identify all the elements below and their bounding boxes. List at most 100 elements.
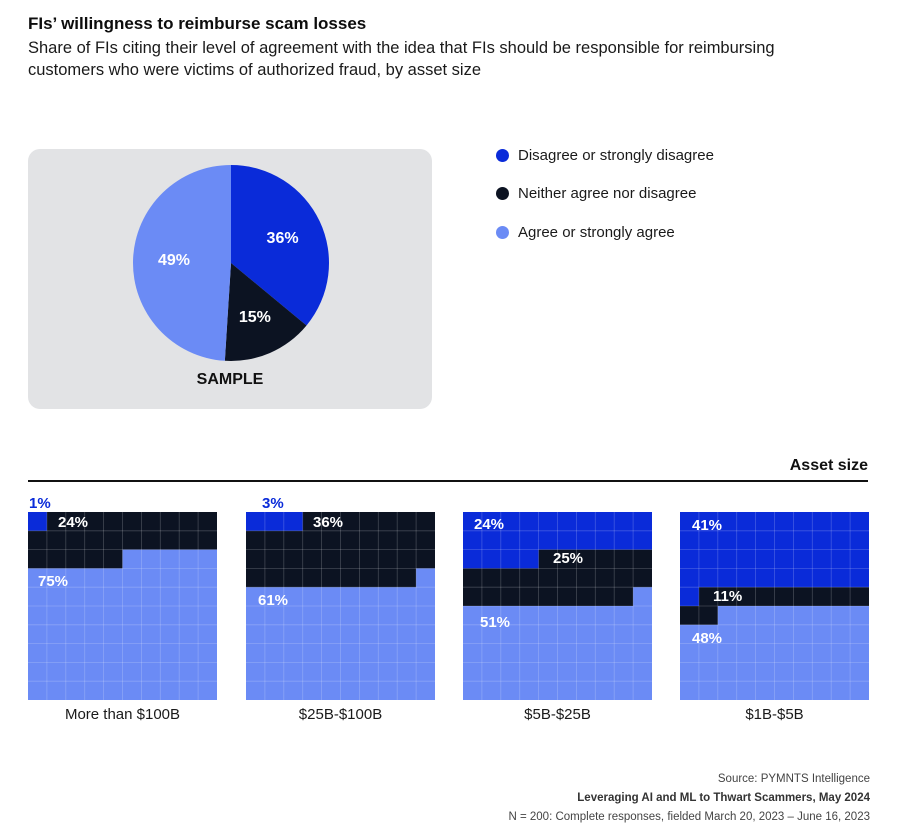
waffle-cell-agree	[65, 587, 86, 607]
waffle-cell-neither	[463, 568, 483, 588]
waffle-cell-agree	[633, 606, 652, 626]
waffle-cell-agree	[122, 643, 142, 663]
waffle-cell-neither	[378, 568, 398, 588]
waffle-cell-agree	[103, 624, 123, 644]
waffle-label-agree: 61%	[258, 592, 289, 609]
waffle-cell-agree	[519, 681, 539, 700]
sample-pie-panel: 36% 15% 49% SAMPLE	[28, 149, 432, 409]
waffle-cell-agree	[264, 662, 285, 682]
waffle-cell-agree	[850, 662, 869, 682]
waffle-cell-agree	[831, 624, 851, 644]
waffle-cell-disagree	[736, 512, 756, 532]
waffle-cell-neither	[397, 530, 417, 550]
waffle-cell-agree	[141, 568, 161, 588]
waffle-cell-agree	[633, 587, 652, 607]
waffle-cell-neither	[397, 512, 417, 532]
waffle-cell-agree	[812, 624, 832, 644]
waffle-cell-agree	[160, 681, 180, 700]
waffle-cell-disagree	[774, 530, 794, 550]
waffle-cell-agree	[717, 606, 738, 626]
waffle-category-label: More than $100B	[64, 706, 181, 723]
waffle-cell-agree	[595, 624, 615, 644]
waffle-cell-neither	[519, 568, 539, 588]
waffle-cell-agree	[736, 606, 756, 626]
waffle-cell-agree	[46, 662, 67, 682]
waffle-cell-agree	[850, 606, 869, 626]
waffle-cell-agree	[378, 606, 398, 626]
waffle-cell-agree	[774, 606, 794, 626]
waffle-cell-agree	[397, 587, 417, 607]
waffle-cell-neither	[321, 512, 341, 532]
waffle-cell-neither	[500, 568, 521, 588]
waffle-cell-agree	[302, 587, 322, 607]
waffle-cell-agree	[84, 643, 104, 663]
asset-size-heading: Asset size	[789, 457, 868, 474]
waffle-cell-agree	[264, 606, 285, 626]
waffle-cell-disagree	[717, 512, 738, 532]
waffle-cell-disagree	[793, 512, 813, 532]
waffle-cell-neither	[302, 512, 322, 532]
waffle-cell-agree	[160, 568, 180, 588]
waffle-cell-agree	[812, 662, 832, 682]
waffle-cell-agree	[831, 643, 851, 663]
waffle-cell-agree	[84, 624, 104, 644]
waffle-cell-agree	[519, 624, 539, 644]
waffle-cell-disagree	[831, 549, 851, 569]
waffle-label-neither: 11%	[713, 588, 743, 605]
waffle-cell-neither	[160, 530, 180, 550]
waffle-cell-neither	[831, 587, 851, 607]
waffle-cell-agree	[397, 681, 417, 700]
legend-swatch-disagree	[496, 148, 509, 162]
waffle-cell-neither	[46, 530, 67, 550]
waffle-cell-agree	[378, 681, 398, 700]
waffle-cell-neither	[793, 587, 813, 607]
waffle-cell-agree	[65, 662, 86, 682]
waffle-label-disagree: 3%	[262, 495, 284, 512]
waffle-cell-agree	[812, 606, 832, 626]
waffle-cell-agree	[160, 624, 180, 644]
waffle-cell-agree	[500, 681, 521, 700]
waffle-cell-agree	[46, 568, 67, 588]
waffle-cell-agree	[179, 587, 199, 607]
waffle-cell-neither	[122, 512, 142, 532]
waffle-cell-neither	[416, 512, 435, 532]
waffle-cell-disagree	[736, 530, 756, 550]
waffle-cell-neither	[28, 530, 48, 550]
waffle-cell-agree	[397, 662, 417, 682]
waffle-cell-agree	[179, 549, 199, 569]
waffle-cell-agree	[557, 662, 577, 682]
waffle-cell-agree	[793, 643, 813, 663]
waffle-cell-agree	[717, 624, 738, 644]
waffle-cell-neither	[614, 568, 634, 588]
legend-label-disagree: Disagree or strongly disagree	[518, 146, 714, 164]
waffle-cell-neither	[755, 587, 775, 607]
waffle-cell-agree	[141, 662, 161, 682]
waffle-cell-agree	[141, 587, 161, 607]
waffle-cell-agree	[141, 549, 161, 569]
waffle-cell-agree	[65, 568, 86, 588]
waffle-cell-neither	[538, 587, 558, 607]
waffle-cell-agree	[463, 662, 483, 682]
waffle-cell-agree	[481, 624, 502, 644]
waffle-cell-agree	[264, 681, 285, 700]
waffle-cell-disagree	[793, 530, 813, 550]
waffle-cell-agree	[264, 624, 285, 644]
waffle-cell-agree	[122, 662, 142, 682]
waffle-cell-agree	[793, 624, 813, 644]
waffle-cell-neither	[538, 549, 558, 569]
waffle-cells	[463, 512, 652, 700]
waffle-cell-agree	[680, 643, 700, 663]
waffle-cell-neither	[576, 568, 596, 588]
waffle-cell-agree	[463, 606, 483, 626]
waffle-cell-agree	[122, 568, 142, 588]
legend-swatch-neither	[496, 187, 509, 200]
waffle-cell-disagree	[576, 512, 596, 532]
waffle-cell-neither	[340, 530, 360, 550]
waffle-cell-neither	[160, 512, 180, 532]
waffle-cell-agree	[340, 643, 360, 663]
waffle-cells	[28, 512, 217, 700]
waffle-cell-agree	[736, 643, 756, 663]
waffle-cell-neither	[340, 549, 360, 569]
waffle-cell-neither	[65, 530, 86, 550]
legend-item-neither: Neither agree nor disagree	[496, 184, 714, 204]
